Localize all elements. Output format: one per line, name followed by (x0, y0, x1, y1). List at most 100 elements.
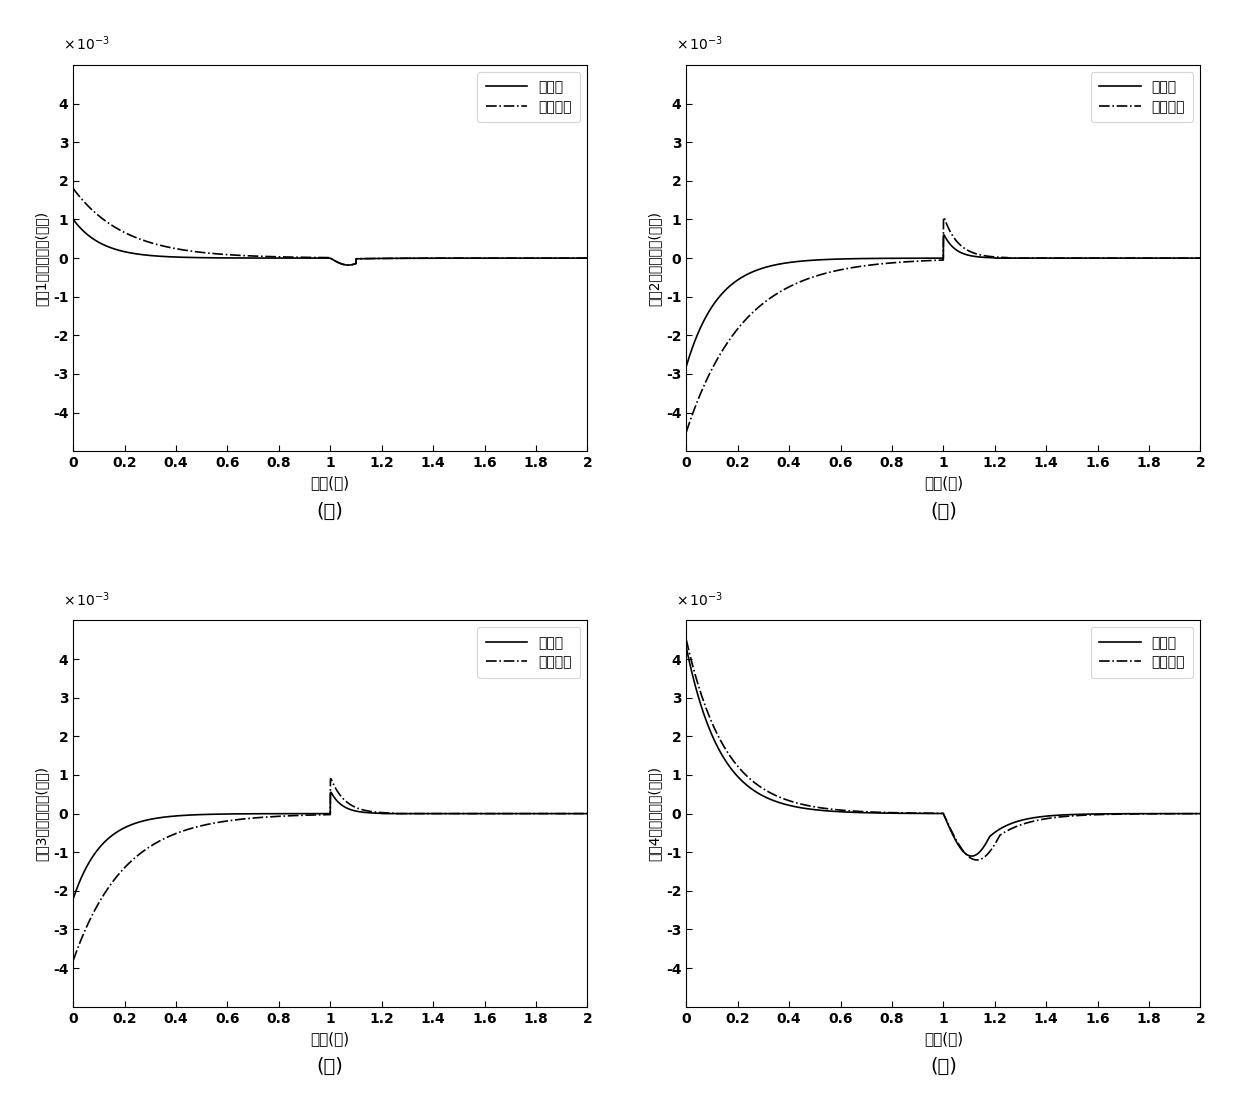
Text: $\times\,10^{-3}$: $\times\,10^{-3}$ (676, 34, 723, 53)
平行控制 (1101, 251, 1116, 264)
本发明 (66, 213, 81, 227)
本发明 (450, 807, 465, 820)
Text: (ｂ): (ｂ) (930, 501, 957, 520)
平行控制 (159, 831, 174, 844)
本发明 (401, 251, 415, 264)
本发明 (875, 252, 890, 266)
本发明 (773, 258, 787, 271)
本发明 (262, 251, 277, 264)
平行控制 (66, 182, 81, 196)
本发明 (1101, 808, 1116, 821)
平行控制 (1193, 807, 1208, 820)
平行控制 (987, 838, 1002, 851)
本发明 (489, 807, 503, 820)
本发明 (341, 259, 356, 272)
X-axis label: 时间(秒): 时间(秒) (311, 476, 350, 491)
Legend: 本发明, 平行控制: 本发明, 平行控制 (1090, 72, 1193, 122)
本发明 (262, 807, 277, 820)
平行控制 (970, 853, 985, 867)
本发明 (678, 641, 693, 654)
X-axis label: 时间(秒): 时间(秒) (311, 1031, 350, 1047)
Legend: 本发明, 平行控制: 本发明, 平行控制 (1090, 628, 1193, 678)
Text: (ｃ): (ｃ) (317, 1057, 343, 1075)
平行控制 (1193, 251, 1208, 264)
X-axis label: 时间(秒): 时间(秒) (924, 476, 963, 491)
平行控制 (374, 252, 389, 266)
平行控制 (489, 251, 503, 264)
本发明 (1063, 808, 1078, 821)
平行控制 (987, 250, 1002, 263)
Y-axis label: 电机4的同步误差(弧度): 电机4的同步误差(弧度) (647, 767, 662, 861)
Text: $\times\,10^{-3}$: $\times\,10^{-3}$ (63, 590, 110, 609)
Line: 平行控制: 平行控制 (73, 189, 588, 266)
Text: $\times\,10^{-3}$: $\times\,10^{-3}$ (63, 34, 110, 53)
本发明 (450, 251, 465, 264)
Y-axis label: 电机3的同步误差(弧度): 电机3的同步误差(弧度) (35, 767, 48, 861)
本发明 (1013, 251, 1028, 264)
平行控制 (401, 807, 415, 820)
Line: 平行控制: 平行控制 (686, 640, 1200, 860)
本发明 (1013, 813, 1028, 827)
本发明 (159, 250, 174, 263)
平行控制 (580, 807, 595, 820)
平行控制 (159, 240, 174, 253)
平行控制 (322, 772, 337, 785)
本发明 (965, 850, 980, 863)
平行控制 (262, 250, 277, 263)
平行控制 (1101, 808, 1116, 821)
Legend: 本发明, 平行控制: 本发明, 平行控制 (477, 628, 580, 678)
平行控制 (401, 251, 415, 264)
平行控制 (936, 211, 951, 224)
本发明 (1193, 251, 1208, 264)
本发明 (580, 807, 595, 820)
平行控制 (875, 805, 890, 819)
Line: 本发明: 本发明 (686, 234, 1200, 367)
本发明 (1063, 251, 1078, 264)
本发明 (489, 251, 503, 264)
Y-axis label: 电机2的同步误差(弧度): 电机2的同步误差(弧度) (647, 211, 662, 306)
平行控制 (374, 805, 389, 819)
平行控制 (489, 807, 503, 820)
Legend: 本发明, 平行控制: 本发明, 平行控制 (477, 72, 580, 122)
平行控制 (1013, 818, 1028, 831)
Text: (ａ): (ａ) (317, 501, 343, 520)
本发明 (987, 825, 1002, 839)
平行控制 (875, 257, 890, 270)
本发明 (773, 797, 787, 810)
本发明 (66, 892, 81, 905)
本发明 (159, 810, 174, 823)
本发明 (580, 251, 595, 264)
本发明 (678, 360, 693, 373)
平行控制 (341, 259, 356, 272)
Line: 本发明: 本发明 (73, 220, 588, 266)
平行控制 (1063, 251, 1078, 264)
本发明 (987, 251, 1002, 264)
Line: 平行控制: 平行控制 (686, 218, 1200, 432)
平行控制 (580, 251, 595, 264)
平行控制 (678, 426, 693, 439)
平行控制 (678, 633, 693, 647)
平行控制 (262, 810, 277, 823)
Line: 本发明: 本发明 (686, 648, 1200, 857)
Text: $\times\,10^{-3}$: $\times\,10^{-3}$ (676, 590, 723, 609)
本发明 (322, 785, 337, 799)
平行控制 (450, 251, 465, 264)
本发明 (875, 807, 890, 820)
Line: 平行控制: 平行控制 (73, 779, 588, 960)
平行控制 (450, 807, 465, 820)
本发明 (401, 807, 415, 820)
平行控制 (1013, 251, 1028, 264)
本发明 (1193, 807, 1208, 820)
本发明 (374, 252, 389, 266)
Text: (ｄ): (ｄ) (930, 1057, 957, 1075)
平行控制 (1063, 810, 1078, 823)
平行控制 (773, 791, 787, 804)
Line: 本发明: 本发明 (73, 792, 588, 899)
本发明 (936, 228, 951, 241)
X-axis label: 时间(秒): 时间(秒) (924, 1031, 963, 1047)
平行控制 (773, 286, 787, 299)
Y-axis label: 电机1的同步误差(弧度): 电机1的同步误差(弧度) (35, 211, 48, 306)
本发明 (374, 807, 389, 820)
平行控制 (66, 953, 81, 967)
本发明 (1101, 251, 1116, 264)
